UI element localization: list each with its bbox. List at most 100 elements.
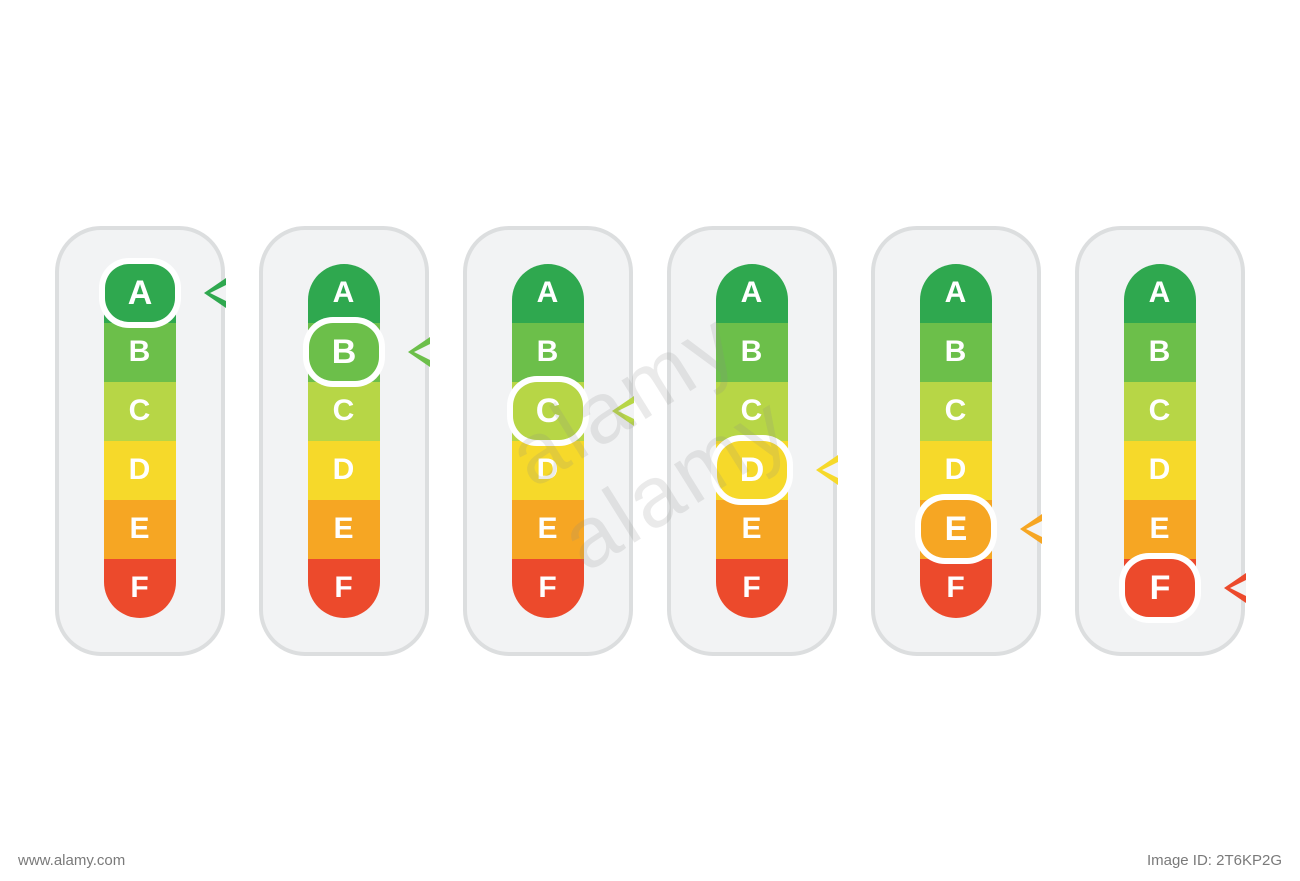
selected-bubble-inner: D	[717, 441, 787, 499]
rating-segment-label: B	[537, 337, 560, 367]
selected-bubble-inner: A	[105, 264, 175, 322]
rating-segment-c: C	[716, 382, 788, 441]
rating-segment-d: D	[920, 441, 992, 500]
rating-segment-label: E	[741, 514, 762, 544]
selection-arrow-notch	[618, 403, 634, 419]
rating-segment-label: B	[1149, 337, 1172, 367]
rating-segment-label: D	[537, 455, 560, 485]
rating-segment-b: B	[920, 323, 992, 382]
rating-segment-f: F	[716, 559, 788, 618]
footer-site: www.alamy.com	[18, 852, 125, 869]
rating-column: ABCDEFC	[512, 264, 584, 618]
rating-cards-row: ABCDEFAABCDEFBABCDEFCABCDEFDABCDEFEABCDE…	[0, 0, 1300, 881]
rating-segment-e: E	[1124, 500, 1196, 559]
rating-card: ABCDEFA	[55, 226, 225, 656]
rating-segment-b: B	[512, 323, 584, 382]
rating-segment-label: E	[537, 514, 558, 544]
rating-segment-c: C	[920, 382, 992, 441]
footer-image-id: Image ID: 2T6KP2G	[1147, 852, 1282, 869]
rating-segment-label: C	[1149, 396, 1172, 426]
selection-arrow-notch	[1230, 580, 1246, 596]
rating-segment-label: B	[741, 337, 764, 367]
rating-segment-label: D	[333, 455, 356, 485]
selected-bubble-inner: C	[513, 382, 583, 440]
selected-bubble-label: E	[945, 512, 968, 546]
rating-segment-f: F	[920, 559, 992, 618]
rating-segment-a: A	[512, 264, 584, 323]
selected-bubble: B	[303, 317, 385, 387]
rating-card: ABCDEFE	[871, 226, 1041, 656]
rating-segment-label: A	[333, 278, 356, 308]
rating-segment-c: C	[104, 382, 176, 441]
rating-segment-label: F	[946, 573, 965, 603]
selected-bubble: A	[99, 258, 181, 328]
rating-segment-label: D	[1149, 455, 1172, 485]
rating-segment-label: C	[741, 396, 764, 426]
rating-segment-a: A	[716, 264, 788, 323]
selected-bubble-label: D	[740, 453, 765, 487]
rating-segment-f: F	[512, 559, 584, 618]
selection-arrow-icon	[1020, 514, 1042, 544]
rating-segment-label: E	[1149, 514, 1170, 544]
rating-segment-label: E	[129, 514, 150, 544]
selected-bubble-label: A	[128, 276, 153, 310]
rating-segment-label: F	[538, 573, 557, 603]
rating-segment-b: B	[1124, 323, 1196, 382]
rating-column: ABCDEFF	[1124, 264, 1196, 618]
rating-segment-label: F	[334, 573, 353, 603]
rating-card: ABCDEFD	[667, 226, 837, 656]
rating-segment-e: E	[512, 500, 584, 559]
selected-bubble-label: F	[1150, 571, 1171, 605]
rating-segment-a: A	[920, 264, 992, 323]
rating-column: ABCDEFD	[716, 264, 788, 618]
rating-segment-label: A	[1149, 278, 1172, 308]
rating-column: ABCDEFA	[104, 264, 176, 618]
rating-card: ABCDEFF	[1075, 226, 1245, 656]
selected-bubble-label: C	[536, 394, 561, 428]
selected-bubble: C	[507, 376, 589, 446]
selected-bubble-inner: F	[1125, 559, 1195, 617]
rating-column: ABCDEFE	[920, 264, 992, 618]
selection-arrow-icon	[612, 396, 634, 426]
rating-segment-label: A	[537, 278, 560, 308]
selection-arrow-icon	[408, 337, 430, 367]
rating-segment-d: D	[512, 441, 584, 500]
selection-arrow-notch	[822, 462, 838, 478]
rating-segment-label: B	[945, 337, 968, 367]
selection-arrow-icon	[1224, 573, 1246, 603]
selected-bubble: D	[711, 435, 793, 505]
rating-segment-c: C	[308, 382, 380, 441]
selection-arrow-notch	[414, 344, 430, 360]
rating-segment-b: B	[104, 323, 176, 382]
rating-segment-f: F	[104, 559, 176, 618]
selected-bubble: E	[915, 494, 997, 564]
rating-segment-d: D	[308, 441, 380, 500]
rating-segment-f: F	[308, 559, 380, 618]
rating-segment-label: A	[741, 278, 764, 308]
rating-segment-label: A	[945, 278, 968, 308]
rating-card: ABCDEFB	[259, 226, 429, 656]
selection-arrow-icon	[204, 278, 226, 308]
selected-bubble-inner: E	[921, 500, 991, 558]
selection-arrow-notch	[210, 285, 226, 301]
rating-segment-d: D	[1124, 441, 1196, 500]
rating-card: ABCDEFC	[463, 226, 633, 656]
selection-arrow-icon	[816, 455, 838, 485]
selected-bubble-label: B	[332, 335, 357, 369]
rating-segment-b: B	[716, 323, 788, 382]
rating-segment-e: E	[716, 500, 788, 559]
selected-bubble: F	[1119, 553, 1201, 623]
rating-segment-label: E	[333, 514, 354, 544]
rating-segment-label: C	[333, 396, 356, 426]
rating-segment-label: D	[129, 455, 152, 485]
selected-bubble-inner: B	[309, 323, 379, 381]
rating-segment-label: C	[129, 396, 152, 426]
rating-segment-a: A	[1124, 264, 1196, 323]
rating-segment-label: C	[945, 396, 968, 426]
rating-segment-a: A	[308, 264, 380, 323]
rating-segment-label: B	[129, 337, 152, 367]
rating-segment-d: D	[104, 441, 176, 500]
rating-segment-e: E	[104, 500, 176, 559]
rating-segment-label: D	[945, 455, 968, 485]
rating-segment-label: F	[130, 573, 149, 603]
